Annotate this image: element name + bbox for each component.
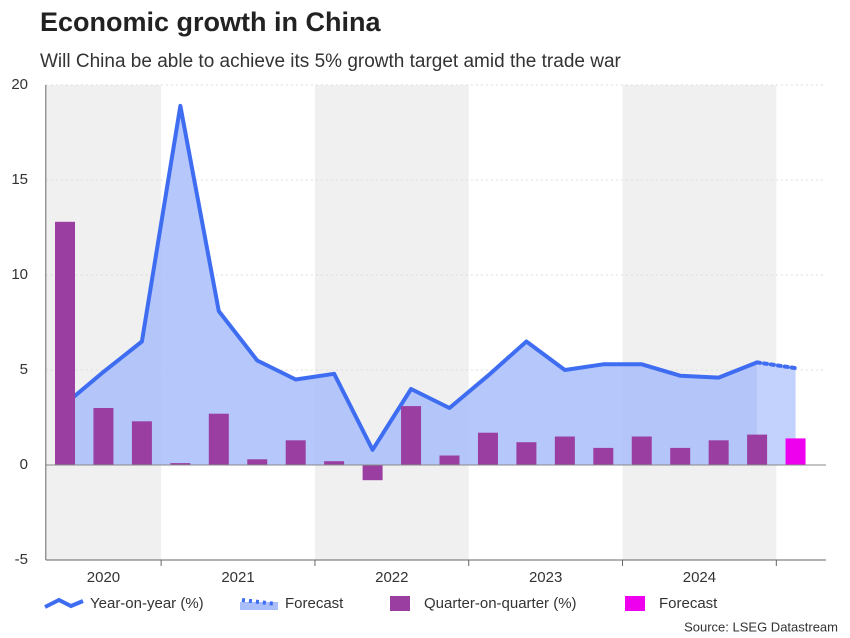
bar bbox=[477, 432, 498, 465]
y-tick-label: 15 bbox=[11, 171, 28, 188]
bar bbox=[516, 442, 537, 465]
bar bbox=[670, 447, 691, 465]
year-band bbox=[622, 85, 777, 560]
line bbox=[63, 103, 758, 452]
legend-swatch bbox=[240, 602, 278, 610]
legend-swatch bbox=[625, 596, 645, 611]
x-group-label: 2022 bbox=[375, 569, 408, 586]
bar bbox=[208, 413, 229, 465]
bar bbox=[285, 440, 306, 465]
bar bbox=[593, 447, 614, 465]
legend-label: Quarter-on-quarter (%) bbox=[424, 595, 577, 612]
y-tick-label: 10 bbox=[11, 266, 28, 283]
bar bbox=[785, 438, 806, 465]
x-group-label: 2021 bbox=[221, 569, 254, 586]
legend-swatch bbox=[44, 597, 84, 609]
legend-label: Forecast bbox=[285, 595, 344, 612]
x-group-label: 2023 bbox=[529, 569, 562, 586]
year-band bbox=[314, 85, 469, 560]
legend-swatch bbox=[390, 596, 410, 611]
y-tick-label: -5 bbox=[15, 551, 28, 568]
bar bbox=[554, 436, 575, 465]
bar bbox=[170, 463, 191, 465]
area bbox=[65, 105, 758, 466]
forecast-line bbox=[755, 360, 798, 371]
bar bbox=[247, 459, 268, 465]
y-tick-label: 5 bbox=[20, 361, 28, 378]
y-tick-label: 20 bbox=[11, 76, 28, 93]
legend-label: Year-on-year (%) bbox=[90, 595, 204, 612]
x-group-label: 2024 bbox=[683, 569, 716, 586]
y-tick-label: 0 bbox=[20, 456, 28, 473]
chart-subtitle: Will China be able to achieve its 5% gro… bbox=[40, 51, 622, 72]
legend-swatch bbox=[241, 598, 277, 606]
bar bbox=[747, 434, 768, 465]
bar bbox=[324, 461, 345, 465]
bar bbox=[55, 221, 75, 465]
source: Source: LSEG Datastream bbox=[684, 619, 838, 634]
bar bbox=[362, 465, 383, 481]
bar bbox=[631, 436, 652, 465]
bar bbox=[93, 408, 114, 465]
chart-title: Economic growth in China bbox=[40, 7, 381, 37]
legend-label: Forecast bbox=[659, 595, 718, 612]
bar bbox=[708, 440, 729, 465]
x-group-label: 2020 bbox=[87, 569, 120, 586]
bar bbox=[439, 455, 460, 465]
bar bbox=[131, 421, 152, 465]
bar bbox=[401, 406, 422, 465]
